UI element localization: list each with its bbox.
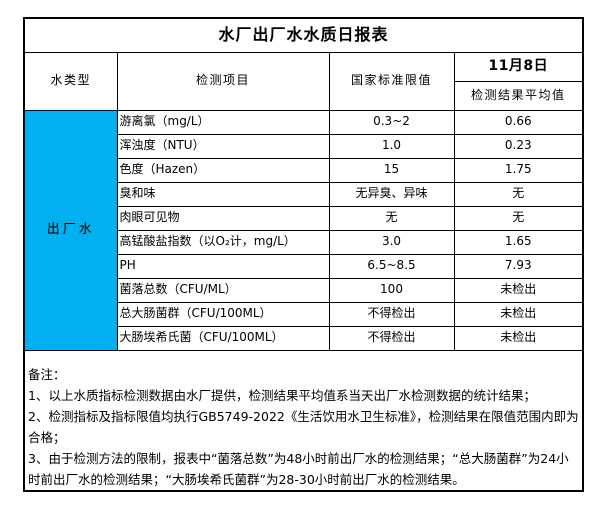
result-cell: 1.75 (453, 157, 584, 183)
note-line: 3、由于检测方法的限制，报表中“菌落总数”为48小时前出厂水的检测结果；“总大肠… (28, 450, 569, 487)
table-row: 出厂水 游离氯（mg/L） 0.3~2 0.66 (23, 109, 584, 351)
standard-cell: 不得检出 (328, 325, 455, 351)
notes-row: 备注： 1、以上水质指标检测数据由水厂提供，检测结果平均值系当天出厂水检测数据的… (23, 349, 584, 491)
standard-cell: 15 (328, 157, 455, 183)
header-result-avg: 检测结果平均值 (453, 80, 584, 111)
item-cell: 浑浊度（NTU） (116, 133, 330, 159)
report-table: 水厂出厂水水质日报表 水类型 检测项目 国家标准限值 11月8日 检测结果平均值… (23, 17, 585, 492)
item-cell: 总大肠菌群（CFU/100ML） (116, 301, 330, 327)
header-item: 检测项目 (116, 51, 330, 111)
item-cell: 色度（Hazen） (116, 157, 330, 183)
standard-cell: 0.3~2 (328, 109, 455, 135)
header-water-type: 水类型 (23, 51, 118, 111)
notes-section: 备注： 1、以上水质指标检测数据由水厂提供，检测结果平均值系当天出厂水检测数据的… (23, 349, 584, 491)
item-cell: 高锰酸盐指数（以O₂计，mg/L） (116, 229, 330, 255)
table-row: 肉眼可见物 无 无 (24, 205, 584, 231)
note-line: 2、检测指标及指标限值均执行GB5749-2022《生活饮用水卫生标准》，检测结… (28, 408, 579, 445)
item-cell: 肉眼可见物 (116, 205, 330, 231)
standard-cell: 1.0 (328, 133, 455, 159)
table-row: 大肠埃希氏菌（CFU/100ML） 不得检出 未检出 (24, 325, 584, 351)
result-cell: 0.23 (453, 133, 584, 159)
table-row: PH 6.5~8.5 7.93 (24, 253, 584, 279)
result-cell: 未检出 (453, 301, 584, 327)
table-row: 总大肠菌群（CFU/100ML） 不得检出 未检出 (24, 301, 584, 327)
item-cell: 游离氯（mg/L） (116, 109, 330, 135)
table-row: 色度（Hazen） 15 1.75 (24, 157, 584, 183)
item-cell: PH (116, 253, 330, 279)
standard-cell: 3.0 (328, 229, 455, 255)
report-title: 水厂出厂水水质日报表 (23, 17, 584, 53)
table-row: 浑浊度（NTU） 1.0 0.23 (24, 133, 584, 159)
table-row: 菌落总数（CFU/ML） 100 未检出 (24, 277, 584, 303)
note-line: 1、以上水质指标检测数据由水厂提供，检测结果平均值系当天出厂水检测数据的统计结果… (28, 387, 536, 403)
header-row-2: 检测结果平均值 (24, 80, 584, 111)
standard-cell: 不得检出 (328, 301, 455, 327)
item-cell: 菌落总数（CFU/ML） (116, 277, 330, 303)
result-cell: 0.66 (453, 109, 584, 135)
notes-label: 备注： (28, 366, 66, 382)
title-row: 水厂出厂水水质日报表 (23, 17, 584, 53)
report-sheet: 水厂出厂水水质日报表 水类型 检测项目 国家标准限值 11月8日 检测结果平均值… (23, 17, 585, 492)
water-type-cell: 出厂水 (23, 109, 118, 351)
header-row-1: 水类型 检测项目 国家标准限值 11月8日 (23, 51, 584, 111)
table-row: 高锰酸盐指数（以O₂计，mg/L） 3.0 1.65 (24, 229, 584, 255)
standard-cell: 无 (328, 205, 455, 231)
result-cell: 未检出 (453, 277, 584, 303)
item-cell: 大肠埃希氏菌（CFU/100ML） (116, 325, 330, 351)
standard-cell: 100 (328, 277, 455, 303)
item-cell: 臭和味 (116, 181, 330, 207)
result-cell: 未检出 (453, 325, 584, 351)
table-row: 臭和味 无异臭、异味 无 (24, 181, 584, 207)
result-cell: 无 (453, 181, 584, 207)
result-cell: 无 (453, 205, 584, 231)
result-cell: 7.93 (453, 253, 584, 279)
standard-cell: 无异臭、异味 (328, 181, 455, 207)
header-standard: 国家标准限值 (328, 51, 455, 111)
standard-cell: 6.5~8.5 (328, 253, 455, 279)
header-date: 11月8日 (453, 51, 584, 82)
result-cell: 1.65 (453, 229, 584, 255)
